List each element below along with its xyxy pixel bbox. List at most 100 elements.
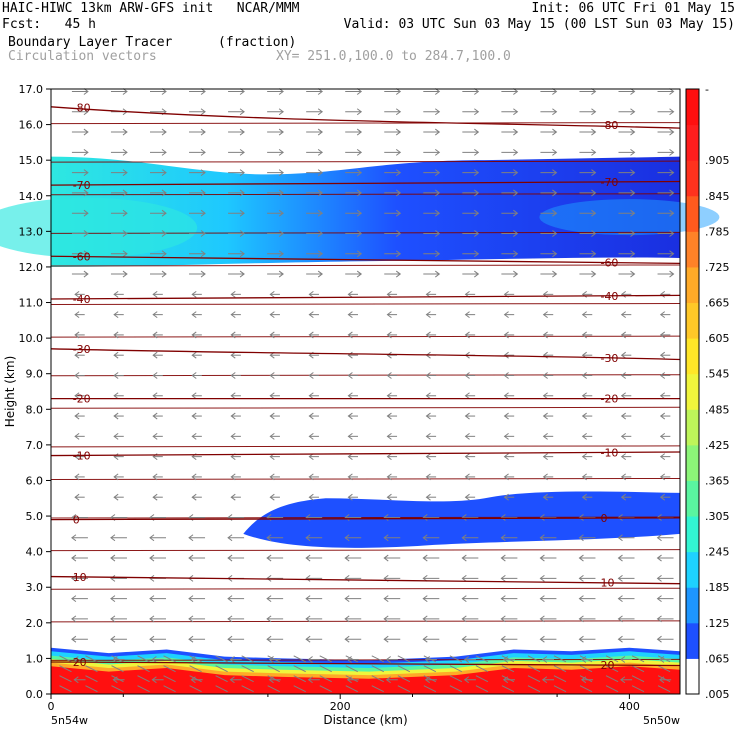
colorbar-level-label: .545 xyxy=(705,368,730,381)
wind-vector-surface xyxy=(85,685,98,693)
wind-vector xyxy=(266,534,284,542)
isotherm-label: -20 xyxy=(73,393,91,406)
wind-vector xyxy=(461,574,479,582)
wind-vector xyxy=(227,635,245,643)
wind-vector xyxy=(189,250,206,258)
wind-vector xyxy=(539,534,557,542)
wind-vector xyxy=(110,209,128,217)
wind-vector xyxy=(191,311,202,319)
wind-vector-surface xyxy=(215,665,228,673)
x-endpoint-left: 5n54w xyxy=(51,714,88,727)
wind-vector-surface xyxy=(59,665,72,673)
wind-vector xyxy=(71,534,88,542)
colorbar-swatch xyxy=(686,587,699,624)
wind-vector xyxy=(618,209,636,217)
wind-vector xyxy=(189,148,206,156)
wind-vector xyxy=(659,331,671,339)
wind-vector-surface xyxy=(527,675,541,683)
wind-vector xyxy=(540,209,558,217)
wind-vector xyxy=(659,290,671,298)
wind-vector xyxy=(618,270,636,278)
wind-vector-surface xyxy=(371,675,385,683)
wind-vector-surface xyxy=(553,685,567,693)
wind-vector xyxy=(657,230,675,237)
wind-vector xyxy=(579,270,597,278)
wind-vector-surface xyxy=(189,675,202,683)
isotherm-line xyxy=(50,451,681,457)
wind-vector xyxy=(74,453,85,461)
wind-vector xyxy=(74,412,85,420)
wind-vector-surface xyxy=(189,685,202,693)
wind-vector xyxy=(149,534,167,542)
wind-vector xyxy=(423,250,441,258)
wind-vector xyxy=(306,270,324,278)
wind-vector xyxy=(539,514,557,521)
wind-vector xyxy=(620,656,633,663)
wind-vector xyxy=(267,128,284,136)
colorbar-level-label: .845 xyxy=(705,190,730,203)
wind-vector xyxy=(422,635,440,643)
wind-vector xyxy=(73,676,86,684)
wind-vector xyxy=(149,554,167,562)
wind-vector xyxy=(110,270,128,278)
wind-vector xyxy=(425,493,437,501)
wind-vector xyxy=(113,493,124,501)
wind-vector xyxy=(269,290,280,298)
wind-vector xyxy=(540,128,558,136)
wind-vector xyxy=(307,656,320,663)
wind-vector-surface xyxy=(241,665,254,673)
wind-vector xyxy=(305,635,323,643)
wind-vector-surface xyxy=(345,675,358,683)
colorbar-swatch xyxy=(686,480,699,517)
wind-vector xyxy=(461,615,479,623)
wind-vector xyxy=(71,128,89,136)
isotherm-line xyxy=(50,575,681,585)
wind-vector xyxy=(620,351,632,359)
wind-vector-surface xyxy=(527,655,541,663)
wind-vector xyxy=(347,372,359,379)
wind-vector xyxy=(305,554,323,562)
colorbar-frame xyxy=(685,88,700,695)
wind-vector xyxy=(384,148,402,156)
wind-vector xyxy=(422,595,440,603)
wind-vector xyxy=(306,128,324,136)
isotherm-line xyxy=(50,294,681,300)
wind-vector xyxy=(503,432,515,440)
wind-vector xyxy=(540,189,558,197)
circulation-vectors xyxy=(59,88,675,693)
wind-vector xyxy=(189,128,206,136)
colorbar-level-label: .665 xyxy=(705,297,730,310)
wind-vector xyxy=(347,493,359,501)
wind-vector xyxy=(617,554,635,562)
wind-vector xyxy=(345,250,363,258)
wind-vector xyxy=(189,108,206,116)
wind-vector xyxy=(539,554,557,562)
wind-vector xyxy=(110,189,128,197)
wind-vector xyxy=(267,148,284,156)
wind-vector xyxy=(306,209,324,217)
wind-vector xyxy=(345,128,363,136)
isotherm-label: 0 xyxy=(600,512,607,525)
y-tick-label: 16.0 xyxy=(19,119,44,132)
height-gridline xyxy=(50,122,681,125)
wind-vector xyxy=(230,412,241,420)
wind-vector xyxy=(618,169,636,177)
wind-vector xyxy=(74,290,85,298)
wind-vector xyxy=(151,676,164,684)
wind-vector xyxy=(501,189,519,197)
wind-vector xyxy=(191,392,202,400)
y-tick-label: 13.0 xyxy=(19,225,44,238)
wind-vector xyxy=(110,128,128,136)
wind-vector xyxy=(267,169,284,177)
wind-vector-surface xyxy=(215,685,228,693)
wind-vector xyxy=(71,148,89,156)
wind-vector xyxy=(657,169,675,177)
wind-vector xyxy=(308,331,319,339)
wind-vector xyxy=(306,230,324,237)
wind-vector xyxy=(230,311,241,319)
wind-vector xyxy=(110,574,127,582)
wind-vector xyxy=(384,108,402,116)
wind-vector xyxy=(71,230,89,237)
wind-vector xyxy=(383,554,401,562)
y-tick-label: 2.0 xyxy=(26,617,44,630)
